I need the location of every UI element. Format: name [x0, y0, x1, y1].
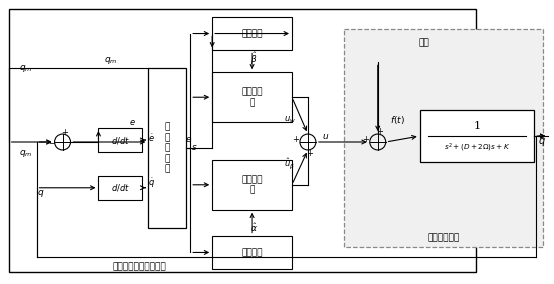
- Text: $\dot{e}$: $\dot{e}$: [148, 132, 155, 144]
- Bar: [212, 235, 292, 270]
- Text: 1: 1: [474, 121, 480, 131]
- Text: $\hat{\beta}$: $\hat{\beta}$: [250, 50, 258, 67]
- Text: $e$: $e$: [130, 118, 136, 127]
- Bar: [99, 128, 142, 152]
- Text: $q_m$: $q_m$: [19, 63, 32, 74]
- Text: 自适应模糊滑模控制器: 自适应模糊滑模控制器: [112, 262, 166, 271]
- Text: $s$: $s$: [191, 143, 197, 153]
- Text: $f(t)$: $f(t)$: [389, 114, 404, 126]
- Text: $\hat{u}_{\beta}$: $\hat{u}_{\beta}$: [285, 156, 295, 171]
- Text: $-$: $-$: [48, 138, 55, 146]
- Bar: [212, 72, 292, 122]
- Text: $e$: $e$: [185, 135, 192, 143]
- Text: $q$: $q$: [538, 136, 546, 148]
- Text: 干扰: 干扰: [418, 38, 429, 47]
- Bar: [419, 110, 535, 162]
- Bar: [344, 29, 543, 247]
- Text: $d/dt$: $d/dt$: [111, 135, 130, 145]
- Text: 积
分
滑
模
面: 积 分 滑 模 面: [165, 123, 170, 173]
- Bar: [212, 17, 292, 51]
- Text: $d/dt$: $d/dt$: [111, 182, 130, 193]
- Text: $q_m$: $q_m$: [19, 149, 32, 159]
- Text: $u_w$: $u_w$: [284, 115, 296, 125]
- Text: 模糊控制
器: 模糊控制 器: [242, 175, 263, 195]
- Bar: [99, 176, 142, 200]
- Text: 切换控制
器: 切换控制 器: [242, 87, 263, 107]
- Bar: [148, 68, 186, 227]
- Text: $\hat{\alpha}$: $\hat{\alpha}$: [250, 221, 258, 234]
- Text: $\dot{q}$: $\dot{q}$: [148, 176, 155, 190]
- Text: $+$: $+$: [376, 126, 384, 136]
- Text: 微陀螺仪系统: 微陀螺仪系统: [428, 233, 460, 242]
- Bar: [9, 9, 475, 272]
- Text: $+$: $+$: [306, 148, 314, 158]
- Text: 自适应律: 自适应律: [242, 29, 263, 38]
- Text: $+$: $+$: [292, 134, 300, 144]
- Text: $s^2+(D+2\Omega)s+K$: $s^2+(D+2\Omega)s+K$: [444, 142, 510, 154]
- Text: $+$: $+$: [60, 127, 69, 137]
- Text: 自适应律: 自适应律: [242, 248, 263, 257]
- Text: $q$: $q$: [37, 188, 44, 199]
- Text: $q_m$: $q_m$: [104, 55, 117, 66]
- Bar: [212, 160, 292, 210]
- Text: $u$: $u$: [322, 131, 330, 141]
- Text: $+$: $+$: [362, 134, 370, 144]
